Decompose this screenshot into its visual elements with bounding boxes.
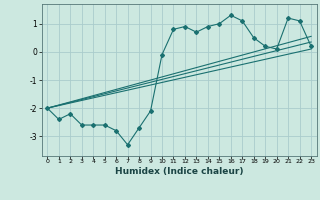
X-axis label: Humidex (Indice chaleur): Humidex (Indice chaleur) <box>115 167 244 176</box>
